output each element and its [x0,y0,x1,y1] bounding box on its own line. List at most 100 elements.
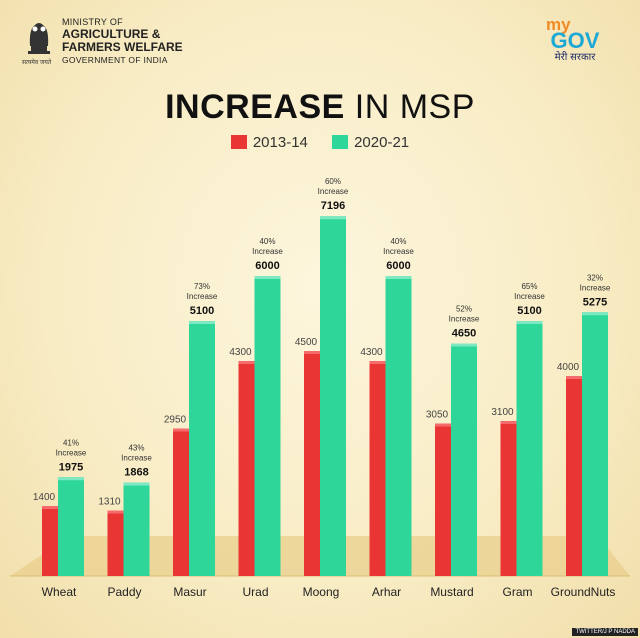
percent-label-gram: 65% [521,282,537,291]
value-label-2013-14-urad: 4300 [229,347,252,358]
increase-label-wheat: Increase [56,448,87,457]
value-label-2013-14-mustard: 3050 [426,410,449,421]
bar-top-2013-14-masur [173,428,189,432]
value-label-2013-14-arhar: 4300 [360,347,383,358]
bar-2020-21-paddy [123,482,150,576]
value-label-2020-21-masur: 5100 [190,305,214,317]
bar-2013-14-paddy [107,510,124,576]
bar-top-2013-14-moong [304,351,320,354]
value-label-2020-21-moong: 7196 [321,200,345,212]
value-label-2020-21-wheat: 1975 [59,461,83,473]
legend-item-2020-21: 2020-21 [332,134,409,151]
value-label-2020-21-gram: 5100 [517,305,541,317]
category-label-mustard: Mustard [430,585,473,599]
value-label-2013-14-groundnuts: 4000 [557,362,580,373]
credit-label: TWITTER/J P NADDA [572,628,638,636]
increase-label-urad: Increase [252,247,283,256]
bar-top-2013-14-arhar [369,361,386,364]
percent-label-moong: 60% [325,177,341,186]
mygov-my: my [546,15,571,34]
bar-top-2013-14-paddy [107,510,124,514]
ministry-line-3: FARMERS WELFARE [62,40,183,54]
value-label-2020-21-mustard: 4650 [452,328,476,340]
value-label-2020-21-arhar: 6000 [386,260,410,272]
bar-2013-14-arhar [369,361,386,576]
chart-legend: 2013-14 2020-21 [0,134,640,151]
bar-top-2020-21-masur [189,321,215,324]
value-label-2013-14-masur: 2950 [164,415,187,426]
increase-label-arhar: Increase [383,247,414,256]
bar-top-2020-21-paddy [123,482,150,486]
bar-2020-21-gram [516,321,543,576]
value-label-2013-14-wheat: 1400 [33,492,56,503]
bar-top-2020-21-groundnuts [582,312,608,316]
bar-2013-14-masur [173,428,189,576]
bar-top-2013-14-groundnuts [566,376,582,379]
bar-2020-21-arhar [385,276,412,576]
bar-top-2020-21-arhar [385,276,412,279]
bar-2013-14-gram [500,421,517,576]
bar-top-2020-21-wheat [58,477,84,481]
category-label-urad: Urad [242,585,268,599]
bar-top-2020-21-moong [320,216,346,220]
bar-2020-21-masur [189,321,215,576]
bar-top-2013-14-wheat [42,506,58,509]
bar-2020-21-urad [254,276,281,576]
category-label-masur: Masur [173,585,206,599]
increase-label-groundnuts: Increase [580,283,611,292]
increase-label-paddy: Increase [121,454,152,463]
value-label-2020-21-urad: 6000 [255,260,279,272]
ministry-line-2: AGRICULTURE & [62,27,161,41]
percent-label-paddy: 43% [128,444,144,453]
bar-2013-14-moong [304,351,320,576]
mygov-sarkar: मेरी सरकार [554,52,596,63]
bar-2020-21-moong [320,216,346,576]
legend-swatch-green [332,135,349,149]
bar-2020-21-wheat [58,477,84,576]
bar-top-2020-21-gram [516,321,543,324]
header: सत्यमेव जयते MINISTRY OF AGRICULTURE & F… [0,0,640,80]
percent-label-groundnuts: 32% [587,273,603,282]
mygov-logo: my GOV मेरी सरकार [542,16,608,63]
bar-top-2020-21-urad [254,276,281,279]
bar-2013-14-mustard [435,423,451,576]
bar-top-2013-14-mustard [435,423,451,427]
percent-label-mustard: 52% [456,305,472,314]
value-label-2020-21-paddy: 1868 [124,467,148,479]
bar-2013-14-urad [238,361,255,576]
bar-2020-21-mustard [451,343,477,576]
percent-label-wheat: 41% [63,438,79,447]
bar-2020-21-groundnuts [582,312,608,576]
mygov-gov: GOV [550,28,600,53]
chart-title-rest: IN MSP [354,88,475,126]
increase-label-moong: Increase [318,187,349,196]
percent-label-masur: 73% [194,282,210,291]
category-label-wheat: Wheat [42,585,77,599]
percent-label-urad: 40% [259,237,275,246]
category-label-paddy: Paddy [107,585,141,599]
category-label-arhar: Arhar [372,585,401,599]
value-label-2013-14-moong: 4500 [295,337,318,348]
chart-title: INCREASE IN MSP [0,88,640,127]
ministry-name: MINISTRY OF AGRICULTURE & FARMERS WELFAR… [62,18,183,65]
increase-label-mustard: Increase [449,315,480,324]
bar-2013-14-groundnuts [566,376,582,576]
percent-label-arhar: 40% [390,237,406,246]
legend-label-2013-14: 2013-14 [252,134,308,151]
bar-2013-14-wheat [42,506,58,576]
value-label-2013-14-paddy: 1310 [98,497,121,508]
value-label-2013-14-gram: 3100 [491,407,514,418]
chart-title-bold: INCREASE [165,88,345,126]
bar-top-2013-14-urad [238,361,255,364]
legend-label-2020-21: 2020-21 [354,134,410,151]
category-label-moong: Moong [303,585,340,599]
national-emblem-icon [28,23,50,54]
value-label-2020-21-groundnuts: 5275 [583,296,607,308]
bar-top-2013-14-gram [500,421,517,424]
emblem-caption: सत्यमेव जयते [22,60,52,66]
ministry-line-4: GOVERNMENT OF INDIA [62,55,168,65]
legend-item-2013-14: 2013-14 [230,134,308,151]
category-label-gram: Gram [503,585,533,599]
category-label-groundnuts: GroundNuts [551,585,616,599]
